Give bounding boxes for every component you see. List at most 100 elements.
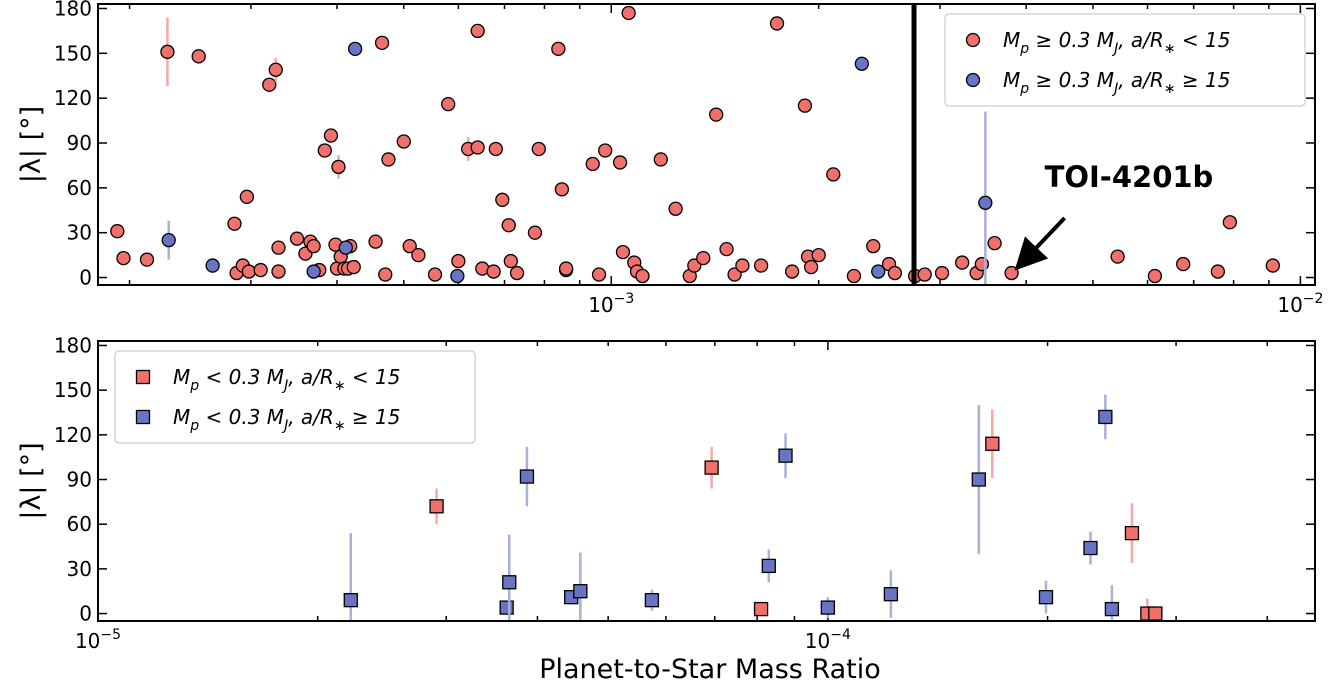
data-point [917, 267, 932, 282]
data-point [429, 499, 444, 514]
data-point [820, 600, 836, 615]
data-point [470, 23, 485, 39]
legend-entry-label: Mp < 0.3 MJ, a/R∗ ≥ 15 [173, 405, 400, 434]
data-point [1124, 525, 1140, 541]
y-tick-label: 150 [54, 41, 92, 65]
data-point [615, 244, 631, 260]
data-point [635, 268, 650, 284]
data-point [205, 258, 220, 273]
legend-box [944, 13, 1306, 107]
data-point [621, 5, 636, 21]
legend-entry-label: Mp < 0.3 MJ, a/R∗ < 15 [173, 365, 400, 394]
y-tick-label: 120 [54, 423, 92, 447]
data-point [1222, 215, 1237, 230]
data-point [769, 16, 785, 31]
data-point [846, 268, 862, 284]
data-point [987, 235, 1002, 251]
top-panel: 0 30 60 90 120 150 180 10−3 10−2 |λ| [°] TOI-4201b… [16, 0, 1323, 317]
data-point [727, 267, 742, 282]
data-point [784, 264, 800, 279]
y-tick-label: 150 [54, 378, 92, 402]
legend: Mp < 0.3 MJ, a/R∗ < 15 Mp < 0.3 MJ, a/R∗ … [114, 350, 476, 444]
data-point [696, 250, 711, 266]
legend-entry-label: Mp ≥ 0.3 MJ, a/R∗ < 15 [1003, 28, 1230, 57]
data-point [441, 96, 456, 112]
x-tick-label: 10−4 [805, 627, 851, 653]
data-point [1210, 264, 1226, 279]
data-point [1265, 258, 1280, 273]
data-point [551, 41, 566, 56]
data-point [1104, 601, 1120, 617]
data-point [347, 41, 363, 56]
data-point [934, 265, 950, 281]
data-point [644, 592, 660, 608]
data-point [317, 143, 332, 158]
data-point [1147, 268, 1163, 284]
data-point [797, 98, 813, 113]
y-axis-label: |λ| [°] [16, 106, 47, 183]
data-point [1148, 606, 1163, 621]
annotation-label: TOI-4201b [1045, 160, 1214, 194]
data-point [871, 264, 886, 279]
y-tick-label: 120 [54, 86, 92, 110]
legend-marker [965, 72, 981, 88]
y-tick-label: 30 [67, 557, 92, 581]
legend-marker [965, 32, 981, 48]
data-point [338, 240, 353, 255]
data-point [1083, 540, 1098, 556]
data-point [116, 250, 131, 266]
data-point [719, 241, 734, 257]
data-point [368, 234, 383, 249]
data-point [811, 247, 826, 263]
data-point [1098, 409, 1113, 425]
data-point [374, 35, 390, 51]
data-point [450, 268, 465, 284]
data-point [554, 182, 570, 197]
data-point [509, 265, 525, 281]
data-point [1004, 265, 1019, 281]
data-point [1176, 256, 1191, 272]
data-point [753, 601, 769, 617]
x-tick-label: 10−5 [75, 627, 121, 653]
data-point [531, 141, 546, 157]
data-point [470, 140, 485, 155]
y-tick-label: 30 [67, 221, 92, 245]
data-point [502, 575, 517, 590]
data-point [503, 253, 518, 269]
data-point [866, 238, 881, 254]
data-point [826, 167, 841, 182]
data-point [427, 267, 443, 282]
bottom-panel: 0 30 60 90 120 150 180 10−5 10−4 |λ| [°] Mp < 0.3 … [16, 333, 1316, 653]
y-tick-label: 60 [67, 176, 92, 200]
y-tick-label: 90 [67, 131, 92, 155]
data-point [704, 460, 719, 475]
data-point [160, 44, 175, 59]
y-tick-label: 180 [54, 0, 92, 20]
legend-marker [135, 409, 151, 425]
data-point [558, 261, 574, 276]
data-point [585, 156, 600, 172]
data-point [262, 77, 277, 92]
data-point [378, 267, 393, 282]
x-axis-label: Planet-to-Star Mass Ratio [539, 654, 881, 685]
data-point [451, 253, 466, 269]
data-point [268, 62, 283, 77]
data-point [761, 558, 776, 574]
data-point [239, 189, 255, 204]
data-point [411, 247, 426, 263]
y-tick-label: 0 [79, 266, 92, 290]
data-point [271, 240, 286, 255]
data-point [887, 265, 903, 281]
data-point [271, 264, 286, 279]
data-point [110, 224, 125, 239]
data-point [402, 238, 417, 254]
data-point [709, 107, 724, 122]
data-point [488, 141, 503, 157]
data-point [323, 128, 339, 143]
data-point [668, 201, 683, 216]
data-point [612, 155, 628, 170]
legend-marker [135, 369, 151, 385]
data-point [499, 600, 514, 615]
data-point [381, 152, 396, 167]
data-point [139, 252, 155, 267]
